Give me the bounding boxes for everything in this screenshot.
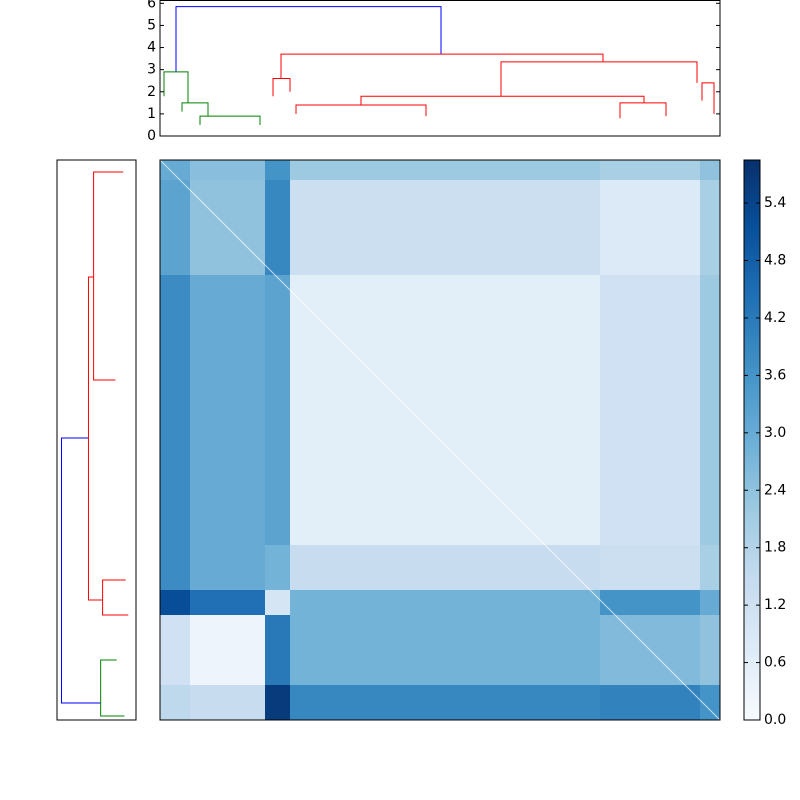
heatmap-cell — [290, 275, 601, 546]
dendrogram-link — [619, 102, 667, 119]
colorbar-tick-label: 5.4 — [764, 195, 786, 211]
heatmap-cell — [190, 615, 266, 686]
heatmap-cell — [600, 275, 701, 546]
colorbar-tick-label: 3.6 — [764, 367, 786, 383]
left-dendrogram-frame — [56, 159, 137, 721]
heatmap-frame — [159, 159, 721, 721]
y-tick-label: 0 — [147, 128, 156, 144]
heatmap-cell — [265, 615, 291, 686]
y-tick-label: 1 — [147, 106, 156, 122]
heatmap-cell — [190, 685, 266, 721]
heatmap-cell — [700, 160, 721, 181]
heatmap-cell — [290, 545, 601, 591]
dendrogram-link — [60, 437, 101, 704]
y-tick-label: 3 — [147, 62, 156, 78]
dendrogram-link — [199, 115, 261, 125]
heatmap-cell — [700, 545, 721, 591]
y-tick-label: 5 — [147, 17, 156, 33]
heatmap-cell — [265, 685, 291, 721]
heatmap-cell — [160, 590, 191, 616]
heatmap-cell — [700, 180, 721, 276]
dendrogram-link — [93, 171, 124, 381]
y-tick-label: 4 — [147, 40, 156, 56]
y-tick-label: 6 — [147, 0, 156, 11]
dendrogram-link — [360, 95, 645, 106]
dendrogram-link — [102, 579, 129, 616]
heatmap-cell — [700, 615, 721, 686]
colorbar — [743, 159, 761, 721]
heatmap-cell — [190, 545, 266, 591]
heatmap-cell — [600, 160, 701, 181]
heatmap-cell — [290, 685, 601, 721]
heatmap-cell — [600, 545, 701, 591]
heatmap-cell — [600, 180, 701, 276]
heatmap-cell — [600, 590, 701, 616]
dendrogram-link — [175, 6, 442, 72]
heatmap-cell — [700, 685, 721, 721]
heatmap-cell — [265, 590, 291, 616]
heatmap-cell — [290, 160, 601, 181]
heatmap-cell — [290, 590, 601, 616]
heatmap-cell — [265, 180, 291, 276]
y-tick-label: 2 — [147, 84, 156, 100]
colorbar-tick-label: 0.6 — [764, 655, 786, 671]
dendrogram-link — [295, 104, 427, 117]
dendrogram-link — [87, 276, 103, 601]
colorbar-tick-label: 4.2 — [764, 310, 786, 326]
heatmap-cell — [160, 685, 191, 721]
dendrogram-link — [280, 53, 604, 79]
heatmap-cell — [190, 590, 266, 616]
dendrogram-link — [500, 61, 698, 97]
heatmap-cell — [265, 160, 291, 181]
dendrogram-link — [100, 659, 125, 717]
heatmap-cell — [160, 180, 191, 276]
top-dendrogram-frame — [159, 0, 721, 137]
colorbar-tick-label: 1.8 — [764, 540, 786, 556]
heatmap-cell — [160, 545, 191, 591]
colorbar-tick-label: 2.4 — [764, 482, 786, 498]
heatmap-cell — [600, 685, 701, 721]
dendrogram-link — [181, 102, 209, 117]
heatmap-cell — [700, 590, 721, 616]
dendrogram-link — [272, 78, 291, 97]
colorbar-tick-label: 4.8 — [764, 253, 786, 269]
heatmap-cell — [265, 275, 291, 546]
colorbar-tick-label: 3.0 — [764, 425, 786, 441]
heatmap-cell — [160, 160, 191, 181]
heatmap-cell — [160, 615, 191, 686]
heatmap-cell — [265, 545, 291, 591]
heatmap-cell — [700, 275, 721, 546]
colorbar-tick-label: 1.2 — [764, 597, 786, 613]
heatmap-cell — [190, 160, 266, 181]
heatmap-diagonal — [159, 159, 721, 721]
dendrogram-link — [701, 82, 715, 114]
heatmap-cell — [160, 275, 191, 546]
colorbar-tick-label: 0.0 — [764, 712, 786, 728]
heatmap-cell — [290, 615, 601, 686]
heatmap-cell — [290, 180, 601, 276]
dendrogram-link — [163, 71, 189, 103]
heatmap-cell — [190, 275, 266, 546]
